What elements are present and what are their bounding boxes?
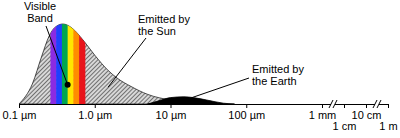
band-strip — [62, 0, 68, 104]
leader-line — [184, 78, 249, 100]
annotation-line: Visible — [24, 0, 56, 12]
tick-label: 1.0 µm — [78, 109, 112, 121]
break-slash — [373, 100, 377, 108]
tick-mark — [19, 104, 20, 108]
tick: 1 m — [379, 104, 397, 132]
tick-label: 1 m — [379, 120, 397, 132]
band-strip — [56, 0, 62, 104]
annotation-line: Emitted by — [252, 63, 304, 75]
tick-mark — [344, 104, 345, 108]
annotation-line: the Earth — [252, 75, 297, 87]
x-axis: 0.1 µm 1.0 µm 10 µm 100 µm 1 mm1 cm10 cm1 m — [3, 104, 398, 132]
chart: 0.1 µm 1.0 µm 10 µm 100 µm 1 mm1 cm10 cm1 m V… — [0, 0, 400, 138]
band-strip — [68, 0, 74, 104]
break-slash — [333, 100, 337, 108]
tick: 0.1 µm — [3, 104, 37, 121]
tick-mark — [246, 104, 247, 108]
pointer-dot — [65, 82, 71, 88]
tick-label: 10 µm — [156, 109, 187, 121]
tick-mark — [366, 104, 367, 108]
tick: 1 mm — [309, 104, 337, 121]
tick: 1.0 µm — [78, 104, 112, 121]
annotation-line: the Sun — [138, 25, 176, 37]
tick: 10 µm — [156, 104, 187, 121]
band-strip — [73, 0, 79, 104]
tick-mark — [171, 104, 172, 108]
annotation-line: Band — [27, 12, 53, 24]
tick-label: 0.1 µm — [3, 109, 37, 121]
annotation: VisibleBand — [24, 0, 56, 24]
annotation: Emitted bythe Sun — [138, 13, 190, 37]
axis-break — [329, 100, 337, 108]
leader-line — [108, 38, 146, 87]
band-strip — [79, 0, 85, 104]
break-slash — [377, 100, 381, 108]
leader-line — [46, 26, 68, 85]
tick-label: 10 cm — [352, 109, 382, 121]
annotation: Emitted bythe Earth — [252, 63, 304, 87]
axis-break — [373, 100, 381, 108]
sun-area — [19, 24, 216, 104]
tick-mark — [95, 104, 96, 108]
tick-label: 1 cm — [333, 120, 357, 132]
tick-mark — [322, 104, 323, 108]
tick-mark — [388, 104, 389, 108]
tick-label: 100 µm — [228, 109, 265, 121]
tick: 100 µm — [228, 104, 265, 121]
plot-area — [19, 0, 235, 104]
tick: 10 cm — [352, 104, 382, 121]
annotation-line: Emitted by — [138, 13, 190, 25]
break-slash — [329, 100, 333, 108]
